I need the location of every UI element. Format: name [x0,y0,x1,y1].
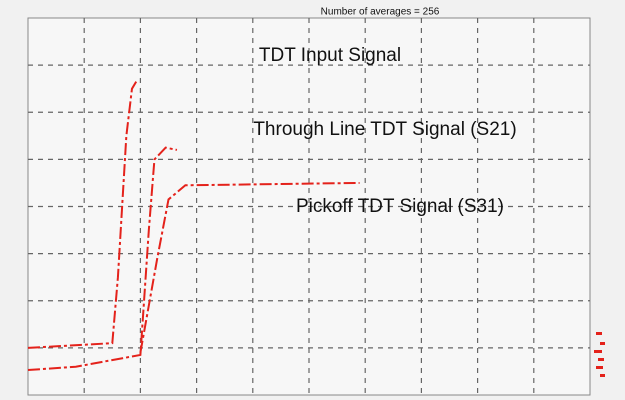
chart: Number of averages = 256 TDT Input Signa… [0,0,625,400]
series-label: Pickoff TDT Signal (S31) [296,196,504,217]
page: {"chart_data": {"type": "line", "title":… [0,0,625,400]
chart-title: Number of averages = 256 [321,7,440,18]
series-label: TDT Input Signal [259,45,401,66]
series-label: Through Line TDT Signal (S21) [253,119,516,140]
